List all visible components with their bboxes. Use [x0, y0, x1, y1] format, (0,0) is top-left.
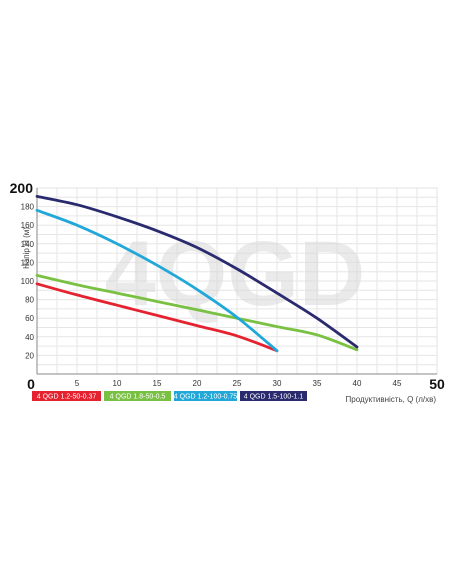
x-tick-label: 15: [153, 379, 162, 388]
x-tick-label: 35: [313, 379, 322, 388]
series-line-3: [35, 208, 279, 353]
series-line-2: [35, 274, 359, 352]
y-tick-label: 80: [25, 296, 34, 305]
y-tick-label: 140: [21, 240, 35, 249]
legend-label: 4 QGD 1.8-50-0.5: [110, 394, 166, 401]
y-axis-title: Напір Н (м): [22, 227, 31, 269]
x-tick-label: 0: [27, 376, 35, 392]
legend-swatch: [240, 391, 307, 401]
x-tick-label: 20: [193, 379, 202, 388]
grid: [36, 187, 438, 375]
y-tick-label: 100: [21, 277, 35, 286]
y-tick-label: 40: [25, 333, 34, 342]
y-tick-label: 160: [21, 221, 35, 230]
legend-item-2: 4 QGD 1.8-50-0.5: [104, 391, 171, 401]
legend: 4 QGD 1.2-50-0.37 4 QGD 1.8-50-0.5 4 QGD 1…: [32, 391, 307, 401]
legend-label: 4 QGD 1.5-100-1.1: [244, 394, 304, 401]
legend-item-4: 4 QGD 1.5-100-1.1: [240, 391, 307, 401]
legend-item-3: 4 QGD 1.2-100-0.75: [174, 391, 238, 401]
legend-item-1: 4 QGD 1.2-50-0.37: [32, 391, 101, 401]
y-tick-label: 120: [21, 258, 35, 267]
series-line-1: [35, 282, 279, 353]
x-tick-label: 45: [393, 379, 402, 388]
watermark: 4QGD: [105, 223, 366, 325]
legend-label: 4 QGD 1.2-100-0.75: [174, 394, 238, 401]
x-tick-label: 50: [429, 376, 445, 392]
legend-swatch: [174, 391, 237, 401]
y-tick-label: 20: [25, 351, 34, 360]
legend-label: 4 QGD 1.2-50-0.37: [37, 394, 97, 401]
x-tick-label: 40: [353, 379, 362, 388]
legend-swatch: [32, 391, 101, 401]
x-tick-label: 5: [75, 379, 80, 388]
x-tick-label: 25: [233, 379, 242, 388]
y-tick-label: 200: [10, 180, 34, 196]
series-line-4: [35, 195, 359, 349]
axes: 20 40 60 80 100 120 140 160 180 200 0 5 10 15 20 25 30 35…: [10, 180, 445, 392]
series: [35, 195, 359, 353]
y-tick-label: 60: [25, 314, 34, 323]
x-tick-label: 30: [273, 379, 282, 388]
x-axis-title: Продуктивність, Q (л/хв): [346, 395, 437, 404]
y-tick-label: 180: [21, 203, 35, 212]
x-tick-label: 10: [113, 379, 122, 388]
legend-swatch: [104, 391, 171, 401]
